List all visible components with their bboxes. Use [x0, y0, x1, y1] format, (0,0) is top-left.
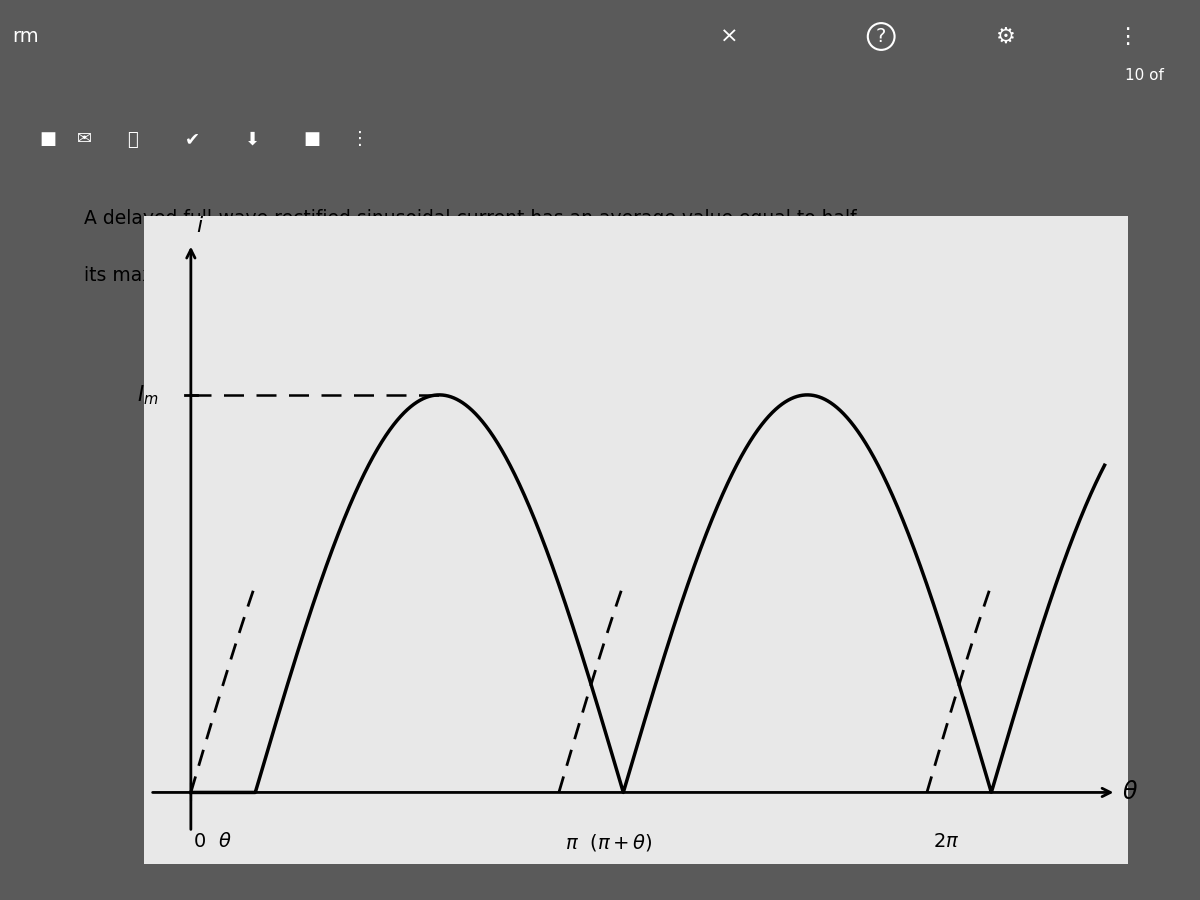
Text: $2\pi$: $2\pi$ [932, 832, 959, 851]
Text: A delayed full-wave rectified sinusoidal current has an average value equal to h: A delayed full-wave rectified sinusoidal… [84, 209, 857, 228]
Text: ⋮: ⋮ [1116, 27, 1139, 47]
Text: $i$: $i$ [196, 216, 204, 236]
Text: $I_m$: $I_m$ [137, 383, 158, 407]
Text: ✔: ✔ [185, 130, 199, 148]
Text: ■: ■ [304, 130, 320, 148]
Text: ?: ? [876, 27, 887, 46]
Text: $\theta$: $\theta$ [1122, 780, 1138, 805]
Text: ✉: ✉ [77, 130, 91, 148]
Text: $0\ \ \theta$: $0\ \ \theta$ [193, 832, 232, 851]
Text: ⏰: ⏰ [127, 130, 137, 148]
Text: ■: ■ [40, 130, 56, 148]
Text: rm: rm [12, 27, 38, 46]
Text: 10 of: 10 of [1126, 68, 1164, 83]
Text: ×: × [720, 27, 739, 47]
Text: its maximum value. Find the delay angle theta (θ): its maximum value. Find the delay angle … [84, 266, 554, 285]
Text: ⚙: ⚙ [996, 27, 1016, 47]
Text: ⋮: ⋮ [352, 130, 370, 148]
Text: $\pi\ \ (\pi+\theta)$: $\pi\ \ (\pi+\theta)$ [565, 832, 653, 853]
Text: ⬇: ⬇ [245, 130, 259, 148]
